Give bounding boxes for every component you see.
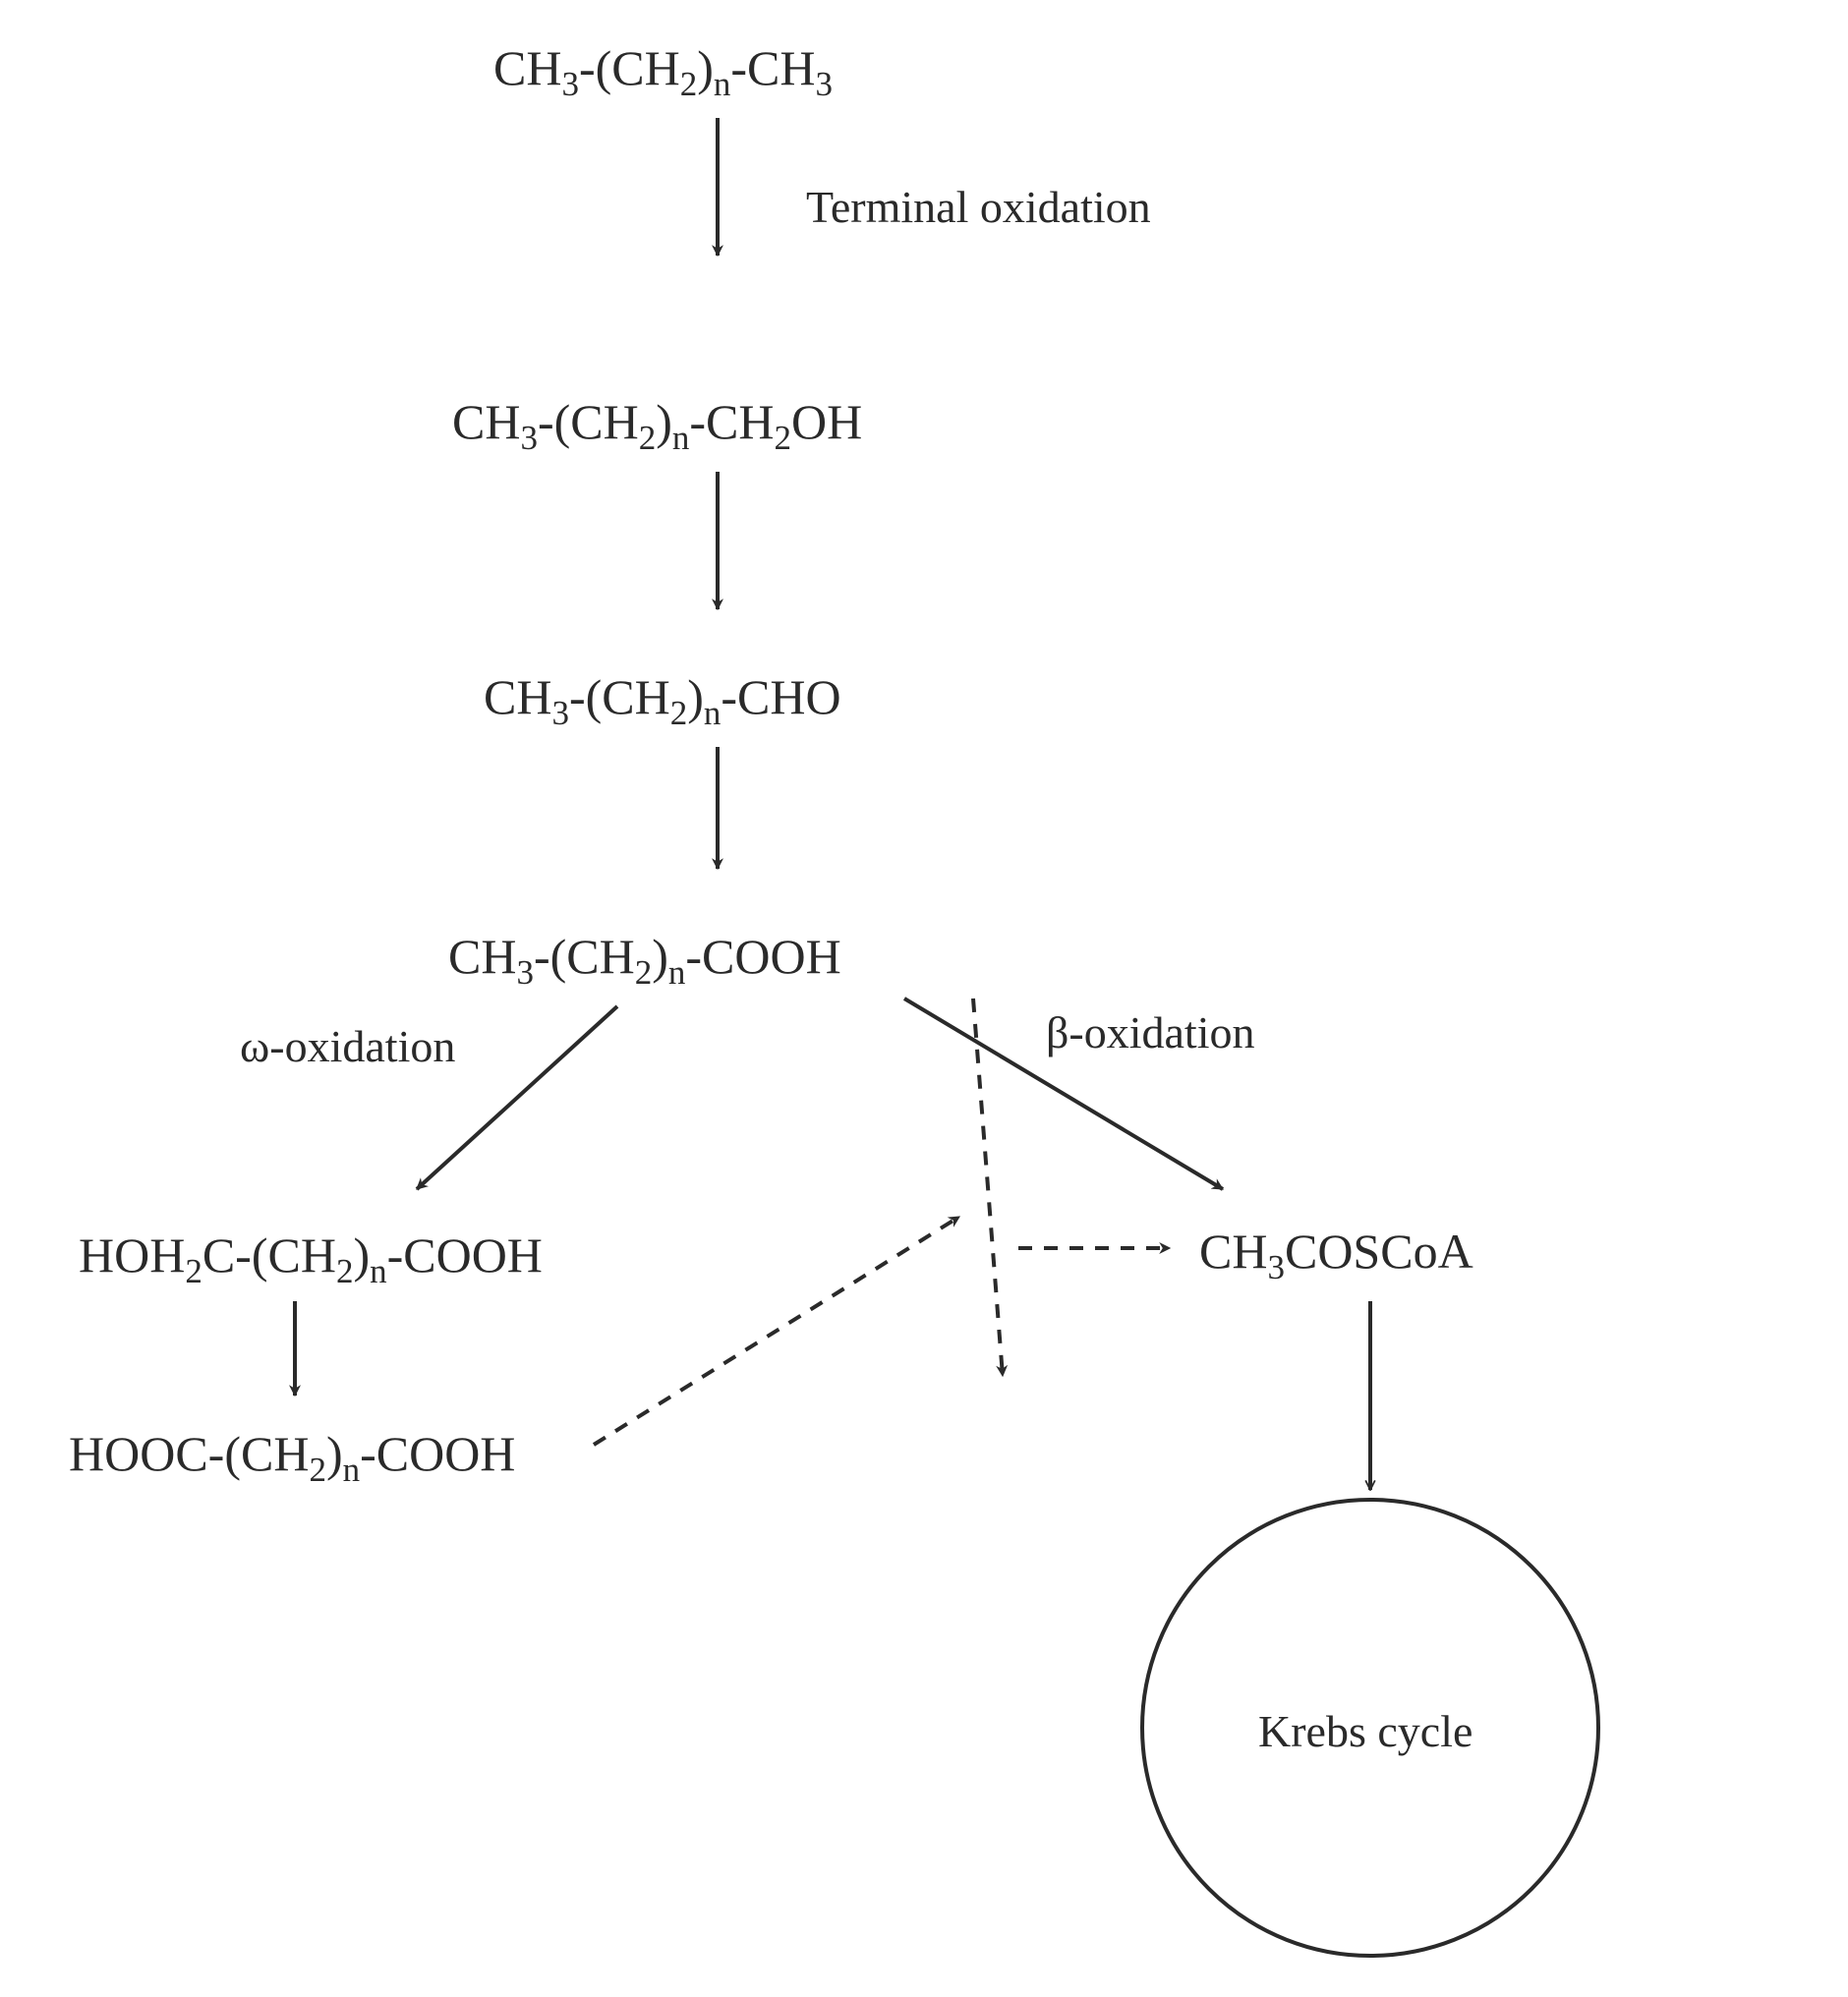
label-l2: ω-oxidation [240, 1020, 455, 1072]
label-l1: Terminal oxidation [806, 181, 1151, 233]
formula-n4: CH3-(CH2)n-COOH [448, 928, 841, 993]
edges-layer [0, 0, 1848, 1997]
formula-n3: CH3-(CH2)n-CHO [484, 668, 841, 733]
edge-e10 [594, 1217, 959, 1445]
diagram-stage: CH3-(CH2)n-CH3 CH3-(CH2)n-CH2OH CH3-(CH2)n… [0, 0, 1848, 1997]
formula-n1: CH3-(CH2)n-CH3 [493, 39, 833, 104]
formula-n2: CH3-(CH2)n-CH2OH [452, 393, 862, 458]
formula-n5: HOH2C-(CH2)n-COOH [79, 1227, 543, 1291]
formula-n6: HOOC-(CH2)n-COOH [69, 1425, 515, 1490]
label-l4: Krebs cycle [1258, 1705, 1473, 1757]
formula-n7: CH3COSCoA [1199, 1223, 1473, 1287]
label-l3: β-oxidation [1046, 1006, 1254, 1058]
edge-e8 [973, 998, 1003, 1376]
